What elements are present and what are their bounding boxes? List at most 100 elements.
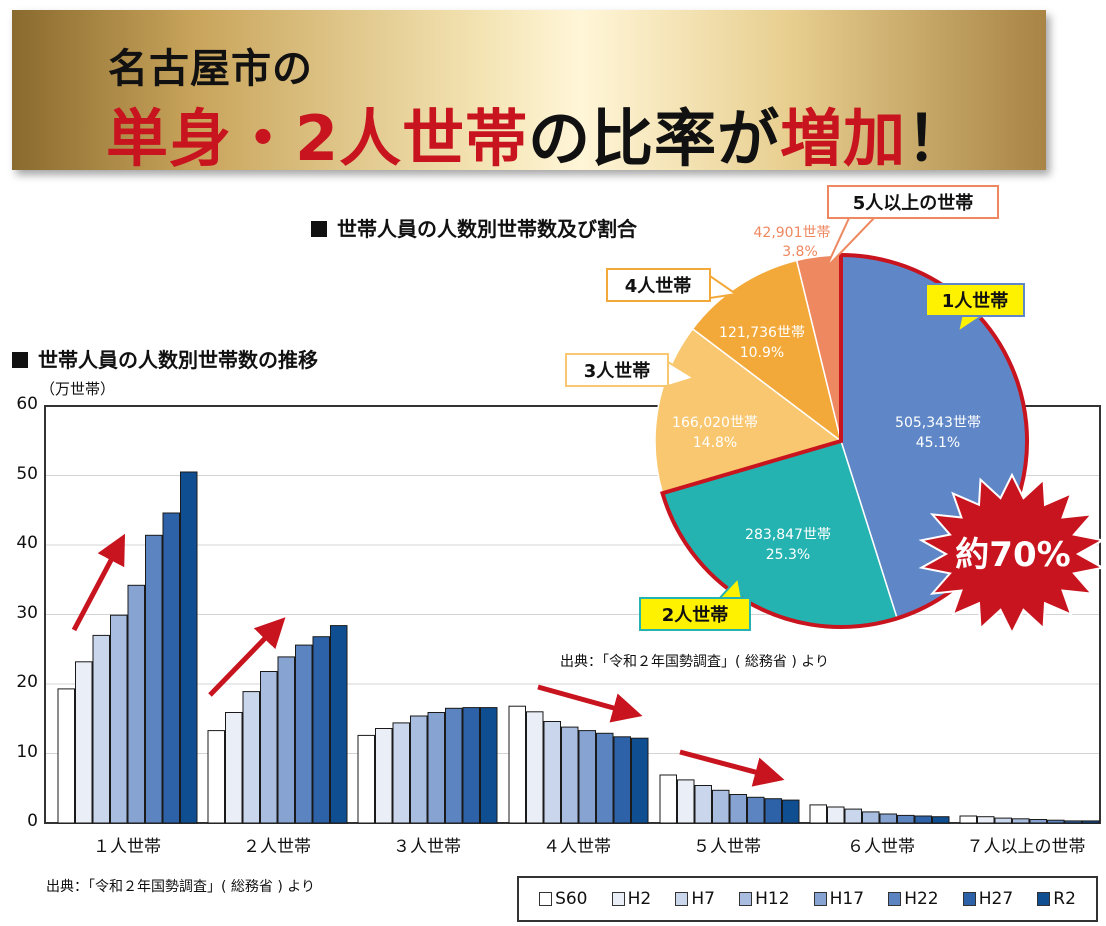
pie-value-4: 121,736世帯 (719, 325, 805, 341)
banner-title-line2: 単身・2人世帯の比率が増加！ (106, 88, 969, 178)
legend-item-s60: S60 (539, 889, 588, 909)
legend-label: H17 (829, 889, 865, 909)
bar-4-h22 (596, 732, 614, 824)
bar-6-h27 (914, 815, 932, 824)
pie-slice-3 (654, 327, 843, 495)
y-tick-30: 30 (16, 603, 38, 623)
banner-text-ratio: の比率が (528, 102, 781, 175)
bar-6-h17 (879, 813, 897, 824)
legend-swatch (611, 892, 625, 906)
callout-label-4: 4人世帯 (625, 275, 692, 297)
y-tick-20: 20 (16, 672, 38, 692)
bar-4-h7 (543, 721, 561, 824)
legend-swatch (675, 892, 689, 906)
pie-value-1: 505,343世帯 (895, 415, 981, 431)
callout-1-person: 1人世帯 (925, 283, 1025, 335)
bar-3-h2 (375, 728, 393, 824)
legend-label: R2 (1053, 889, 1076, 909)
bar-4-r2 (631, 737, 649, 824)
category-label-2: ２人世帯 (243, 837, 311, 857)
legend-item-h7: H7 (675, 889, 715, 909)
bar-6-h7 (844, 808, 862, 824)
pie-value-3: 166,020世帯 (672, 415, 758, 431)
arrow-up-1person (71, 533, 126, 632)
bar-2-h12 (260, 671, 278, 824)
bar-5-h2 (677, 779, 695, 824)
bar-1-h27 (162, 512, 180, 824)
bar-3-h27 (462, 707, 480, 824)
y-tick-60: 60 (16, 394, 38, 414)
legend-label: S60 (555, 889, 588, 909)
pie-slice-4 (691, 259, 843, 443)
legend-label: H2 (627, 889, 652, 909)
bar-1-s60 (57, 688, 75, 824)
bar-2-h17 (277, 656, 295, 824)
bar-2-h27 (312, 636, 330, 824)
bar-1-h17 (127, 584, 145, 824)
category-label-7: ７人以上の世帯 (966, 837, 1086, 857)
bar-6-h22 (897, 814, 915, 824)
bar-4-h17 (578, 730, 596, 824)
bar-3-h22 (445, 707, 463, 824)
square-bullet-icon (311, 221, 327, 237)
trend-arrows (71, 533, 785, 787)
bar-5-r2 (782, 799, 800, 824)
pie-pct-1: 45.1% (916, 435, 960, 451)
pie-pct-4: 10.9% (740, 345, 784, 361)
bar-1-h22 (145, 534, 163, 824)
starburst-label: 約70% (955, 535, 1070, 575)
starburst-badge (918, 472, 1106, 636)
bar-7-h22 (1047, 819, 1065, 824)
bar-2-h22 (295, 644, 313, 824)
bar-2-h7 (242, 691, 260, 824)
bar-7-h12 (1012, 818, 1030, 824)
bar-1-h12 (110, 614, 128, 824)
pie-pct-2: 25.3% (766, 547, 810, 563)
legend-swatch (888, 892, 902, 906)
bar-3-h7 (392, 722, 410, 824)
bar-7-h2 (977, 816, 995, 824)
bar-5-h12 (712, 789, 730, 824)
category-label-1: １人世帯 (93, 837, 161, 857)
legend-item-h22: H22 (888, 889, 939, 909)
callout-3-person: 3人世帯 (565, 353, 697, 388)
legend-swatch (739, 892, 753, 906)
pie-source-note: 出典：「令和２年国勢調査」( 総務省 ) より (560, 654, 829, 670)
pie-value-5: 42,901世帯 (754, 225, 831, 241)
legend-label: H27 (978, 889, 1014, 909)
legend-item-h2: H2 (611, 889, 652, 909)
banner-exclamation: ！ (906, 102, 970, 175)
bar-7-s60 (959, 815, 977, 824)
pie-pct-3: 14.8% (693, 435, 737, 451)
legend-swatch (962, 892, 976, 906)
callout-label-1: 1人世帯 (942, 290, 1009, 312)
bar-7-r2 (1082, 820, 1100, 824)
banner-highlight-single-two: 単身・2人世帯 (106, 102, 529, 175)
legend-item-h12: H12 (739, 889, 790, 909)
bar-1-h7 (92, 634, 110, 824)
bar-4-s60 (508, 705, 526, 824)
pie-chart-title-text: 世帯人員の人数別世帯数及び割合 (337, 217, 637, 241)
callout-label-5: 5人以上の世帯 (853, 192, 974, 214)
bar-1-r2 (180, 471, 198, 824)
bar-2-s60 (207, 730, 225, 824)
arrow-up-2person (208, 617, 286, 697)
bar-1-h2 (75, 661, 93, 824)
bar-5-h7 (694, 785, 712, 824)
y-tick-0: 0 (27, 811, 38, 831)
banner-highlight-increase: 増加 (780, 102, 907, 175)
pie-value-2: 283,847世帯 (745, 527, 831, 543)
bar-2-h2 (225, 712, 243, 824)
bar-chart-title: 世帯人員の人数別世帯数の推移 (12, 344, 318, 373)
legend-label: H7 (691, 889, 715, 909)
category-label-3: ３人世帯 (393, 837, 461, 857)
pie-pct-5: 3.8% (782, 244, 818, 260)
bar-6-r2 (932, 816, 950, 824)
bar-5-h27 (764, 798, 782, 824)
bar-group (57, 471, 1100, 824)
callout-2-person: 2人世帯 (639, 575, 751, 631)
bar-3-h17 (427, 712, 445, 824)
bar-6-h2 (827, 806, 845, 824)
legend-swatch (813, 892, 827, 906)
